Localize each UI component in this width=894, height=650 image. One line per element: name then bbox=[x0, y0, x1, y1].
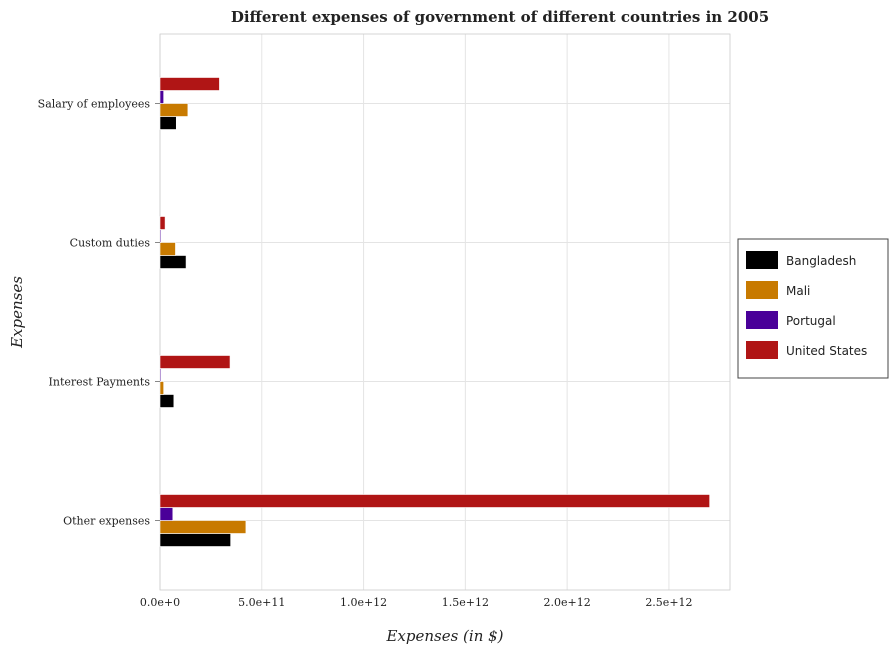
bar-united-states bbox=[159, 494, 710, 508]
bar-mali bbox=[159, 381, 164, 395]
bar-portugal bbox=[159, 507, 174, 521]
bar-bangladesh bbox=[159, 394, 175, 408]
bar-mali bbox=[159, 242, 176, 256]
bar-mali bbox=[159, 520, 247, 534]
legend-swatch bbox=[746, 311, 778, 329]
x-tick-label: 5.0e+11 bbox=[238, 596, 285, 609]
y-tick-label: Salary of employees bbox=[38, 98, 151, 111]
bar-united-states bbox=[159, 355, 231, 369]
bars-layer bbox=[159, 77, 710, 547]
legend-label: Bangladesh bbox=[786, 254, 856, 268]
bar-united-states bbox=[159, 77, 220, 91]
x-tick-label: 2.0e+12 bbox=[544, 596, 591, 609]
y-tick-label: Custom duties bbox=[70, 237, 151, 250]
legend: Bangladesh Mali Portugal United States bbox=[737, 238, 889, 379]
legend-swatch bbox=[746, 251, 778, 269]
plot-area-frame bbox=[159, 33, 731, 591]
ticks-layer: 0.0e+0 5.0e+11 1.0e+12 1.5e+12 2.0e+12 2.5e+1… bbox=[38, 98, 693, 610]
y-tick-label: Other expenses bbox=[63, 515, 150, 528]
legend-swatch bbox=[746, 281, 778, 299]
x-tick-label: 1.5e+12 bbox=[442, 596, 489, 609]
x-tick-label: 0.0e+0 bbox=[140, 596, 180, 609]
bar-bangladesh bbox=[159, 116, 177, 130]
bar-portugal bbox=[159, 368, 162, 382]
legend-swatch bbox=[746, 341, 778, 359]
bar-united-states bbox=[159, 216, 166, 230]
legend-label: United States bbox=[786, 344, 867, 358]
x-axis-label: Expenses (in $) bbox=[385, 627, 503, 645]
bar-mali bbox=[159, 103, 189, 117]
y-axis-label: Expenses bbox=[8, 276, 26, 349]
legend-label: Mali bbox=[786, 284, 810, 298]
bar-bangladesh bbox=[159, 533, 231, 547]
x-tick-label: 2.5e+12 bbox=[645, 596, 692, 609]
y-tick-label: Interest Payments bbox=[49, 376, 151, 389]
legend-label: Portugal bbox=[786, 314, 836, 328]
bar-portugal bbox=[159, 229, 162, 243]
bar-portugal bbox=[159, 90, 164, 104]
bar-bangladesh bbox=[159, 255, 187, 269]
chart-title: Different expenses of government of diff… bbox=[230, 8, 770, 26]
x-tick-label: 1.0e+12 bbox=[340, 596, 387, 609]
